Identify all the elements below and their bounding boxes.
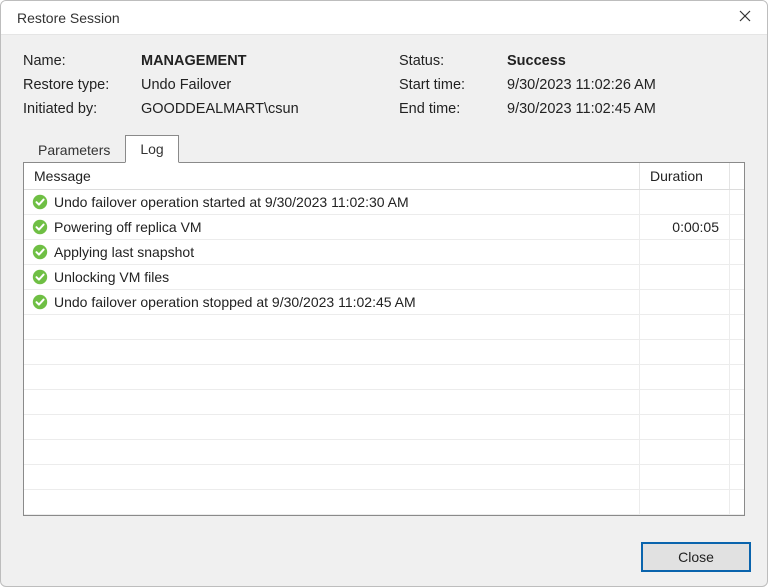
name-value: MANAGEMENT [141, 53, 391, 69]
log-duration: 0:00:05 [672, 219, 719, 235]
table-row [24, 390, 744, 415]
table-row[interactable]: Applying last snapshot [24, 240, 744, 265]
initiated-by-label: Initiated by: [23, 101, 133, 117]
status-label: Status: [399, 53, 499, 69]
success-icon [32, 194, 48, 210]
end-time-label: End time: [399, 101, 499, 117]
table-row[interactable]: Undo failover operation stopped at 9/30/… [24, 290, 744, 315]
log-message: Powering off replica VM [54, 219, 202, 235]
table-row [24, 440, 744, 465]
close-icon[interactable] [735, 9, 755, 27]
table-row [24, 365, 744, 390]
success-icon [32, 269, 48, 285]
success-icon [32, 294, 48, 310]
log-message: Unlocking VM files [54, 269, 169, 285]
grid-header: Message Duration [24, 163, 744, 190]
log-message: Undo failover operation started at 9/30/… [54, 194, 409, 210]
column-header-duration[interactable]: Duration [640, 163, 730, 189]
titlebar: Restore Session [1, 1, 767, 35]
table-row[interactable]: Undo failover operation started at 9/30/… [24, 190, 744, 215]
end-time-value: 9/30/2023 11:02:45 AM [507, 101, 745, 117]
log-grid: Message Duration Undo failover operation… [24, 163, 744, 515]
start-time-value: 9/30/2023 11:02:26 AM [507, 77, 745, 93]
table-row[interactable]: Powering off replica VM 0:00:05 [24, 215, 744, 240]
restore-session-window: Restore Session Name: MANAGEMENT Status:… [0, 0, 768, 587]
log-message: Applying last snapshot [54, 244, 194, 260]
tab-log[interactable]: Log [125, 135, 178, 163]
close-button[interactable]: Close [641, 542, 751, 572]
start-time-label: Start time: [399, 77, 499, 93]
session-info: Name: MANAGEMENT Status: Success Restore… [23, 53, 745, 117]
table-row [24, 340, 744, 365]
column-header-spacer [730, 163, 744, 189]
table-row [24, 465, 744, 490]
table-row [24, 315, 744, 340]
success-icon [32, 219, 48, 235]
grid-body: Undo failover operation started at 9/30/… [24, 190, 744, 515]
table-row [24, 490, 744, 515]
column-header-message[interactable]: Message [24, 163, 640, 189]
log-message: Undo failover operation stopped at 9/30/… [54, 294, 416, 310]
status-value: Success [507, 53, 745, 69]
content-area: Name: MANAGEMENT Status: Success Restore… [1, 35, 767, 530]
table-row [24, 415, 744, 440]
dialog-footer: Close [1, 530, 767, 586]
window-title: Restore Session [17, 10, 120, 26]
tab-parameters[interactable]: Parameters [23, 136, 125, 163]
restore-type-label: Restore type: [23, 77, 133, 93]
initiated-by-value: GOODDEALMART\csun [141, 101, 391, 117]
log-panel: Message Duration Undo failover operation… [23, 162, 745, 516]
success-icon [32, 244, 48, 260]
table-row[interactable]: Unlocking VM files [24, 265, 744, 290]
restore-type-value: Undo Failover [141, 77, 391, 93]
tab-strip: Parameters Log [23, 135, 745, 163]
name-label: Name: [23, 53, 133, 69]
